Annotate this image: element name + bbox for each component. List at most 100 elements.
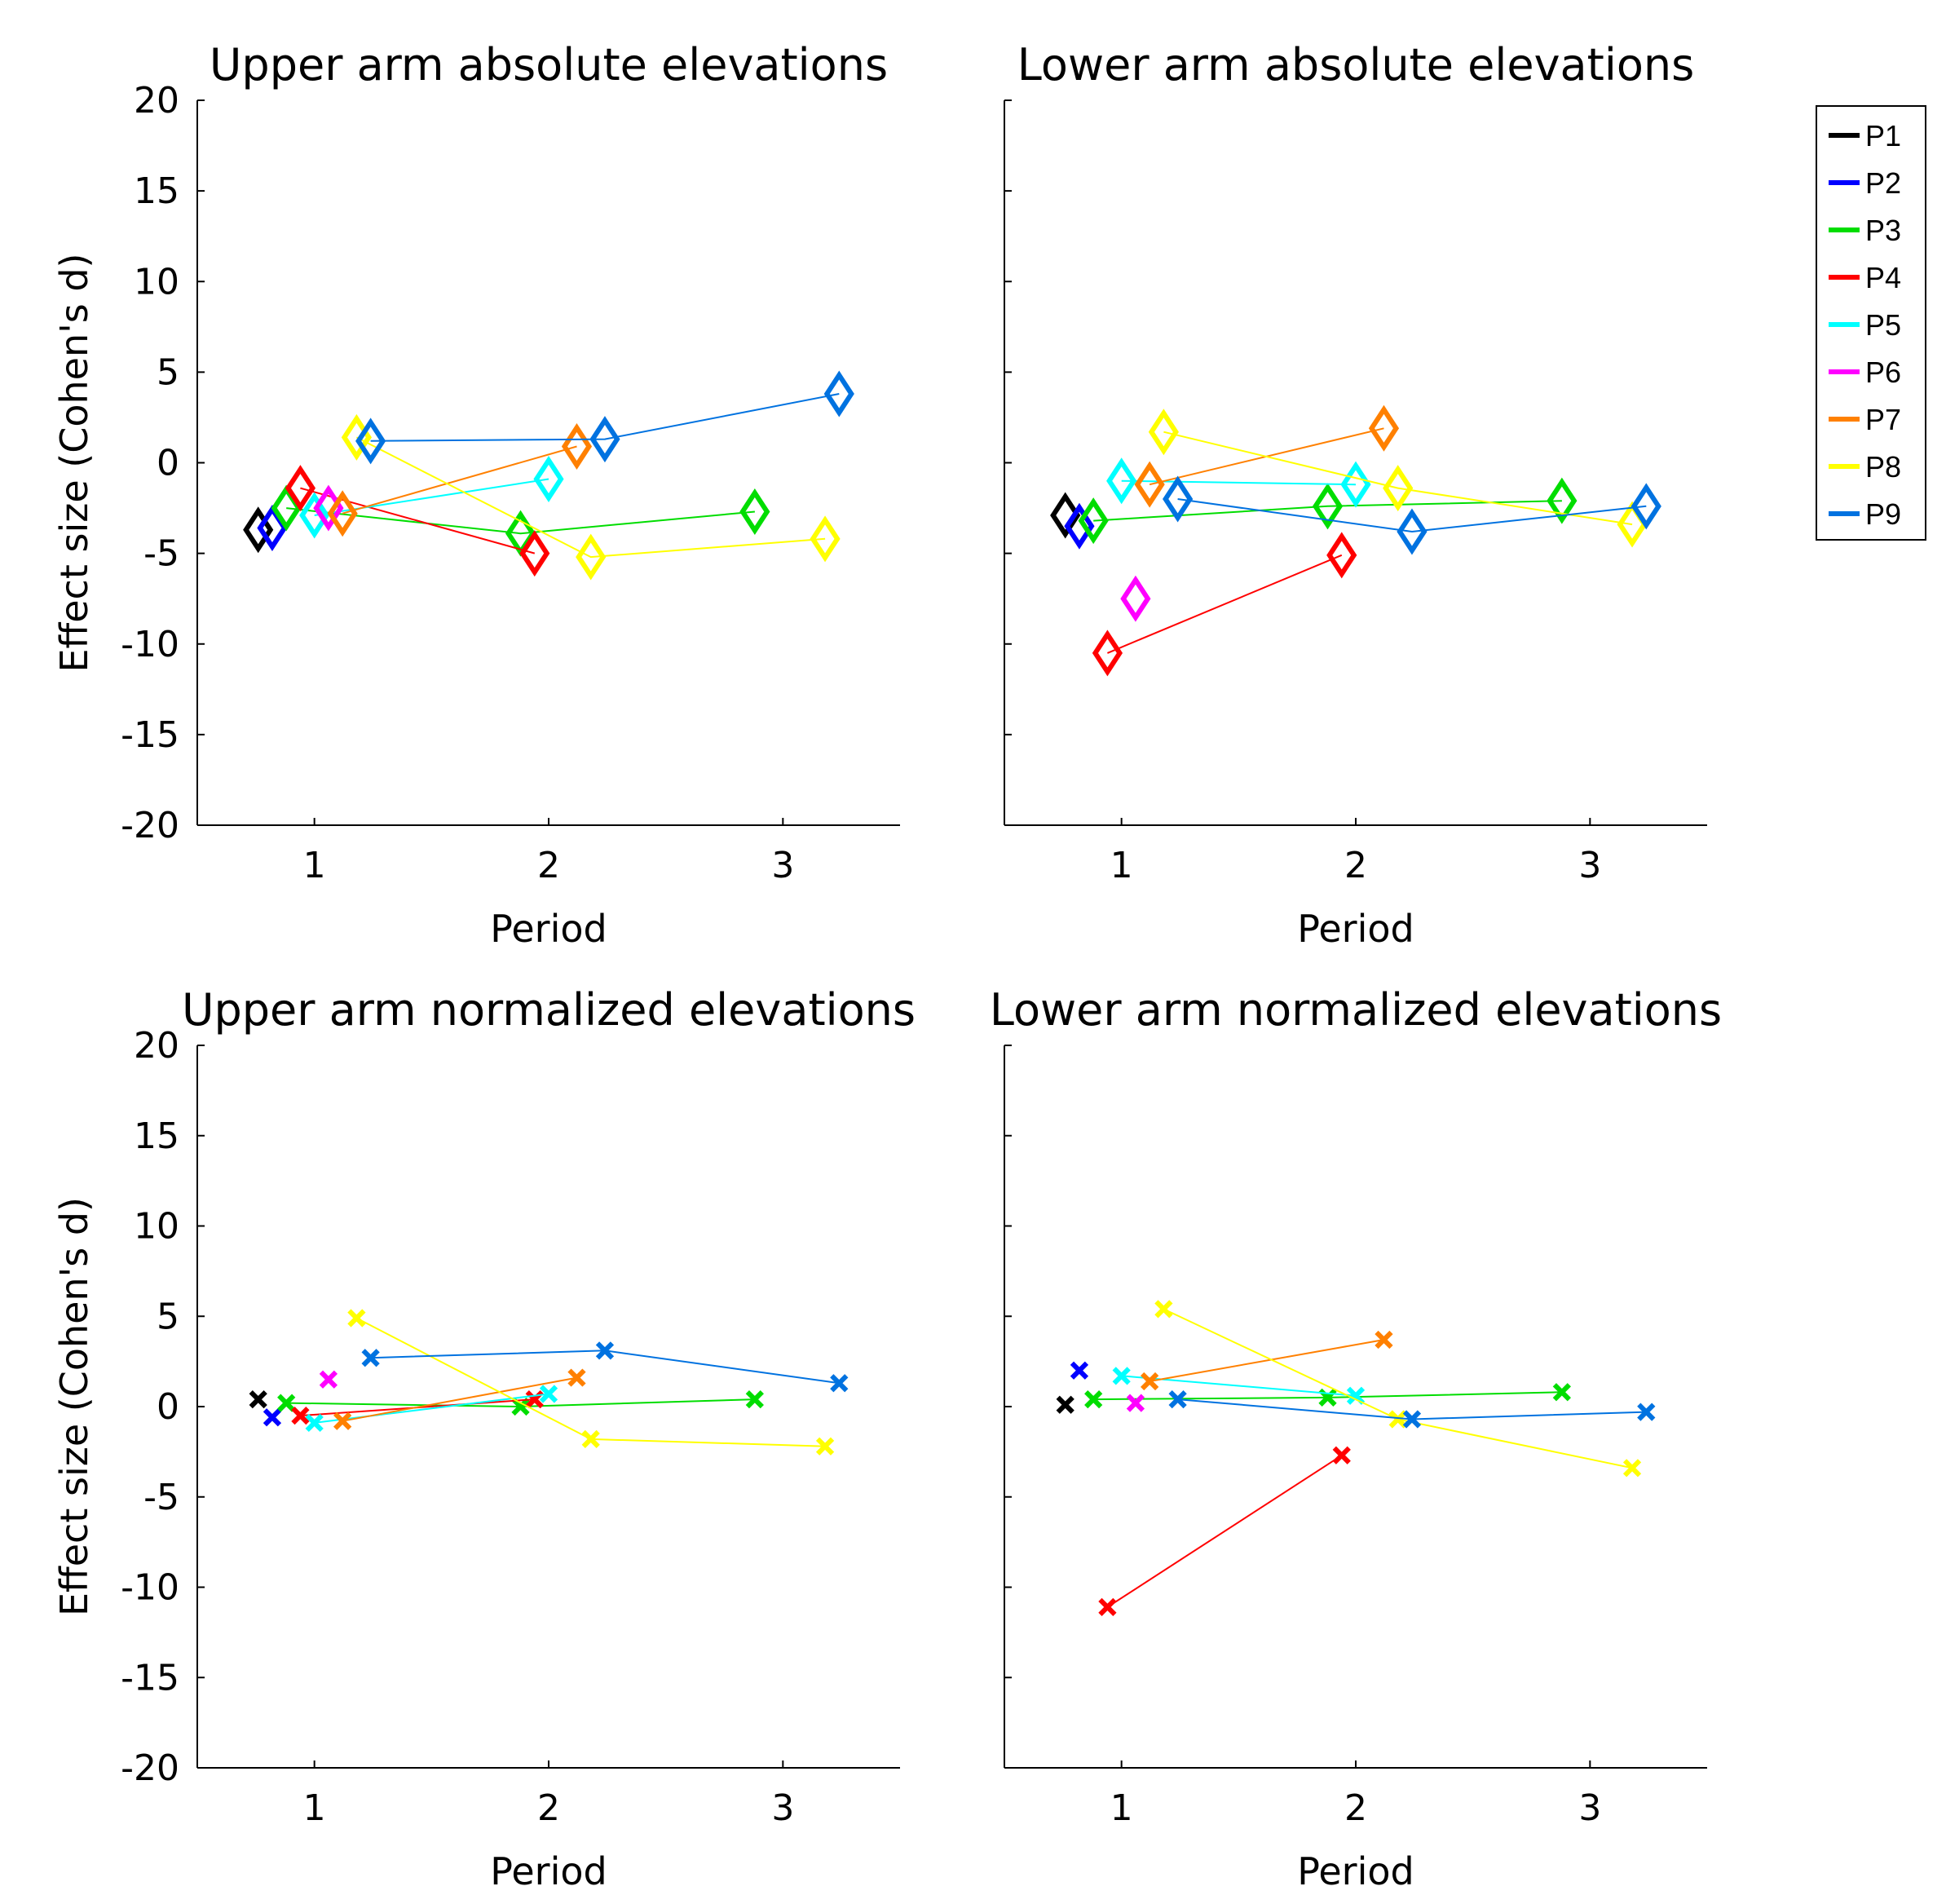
y-tick-label: 0 xyxy=(157,443,179,484)
data-point-diamond xyxy=(327,490,358,537)
y-tick-label: 20 xyxy=(134,1025,179,1067)
series-line xyxy=(1093,500,1562,522)
series-p3 xyxy=(1078,477,1578,545)
x-tick-label: 2 xyxy=(1344,845,1367,886)
data-point-x xyxy=(1375,1330,1393,1350)
legend: P1 P2 P3 P4 P5 P6 P7 P8 P9 xyxy=(1816,105,1926,541)
data-point-x xyxy=(333,1411,352,1430)
data-point-x xyxy=(249,1390,267,1409)
series-p3 xyxy=(271,484,770,557)
y-axis-label: Effect size (Cohen's d) xyxy=(52,1197,96,1616)
data-point-x xyxy=(1084,1390,1103,1409)
data-point-x xyxy=(511,1397,530,1416)
data-point-diamond xyxy=(1368,404,1400,452)
series-p1 xyxy=(1056,1395,1074,1414)
data-point-x xyxy=(1112,1367,1131,1385)
series-p5 xyxy=(305,1385,558,1433)
data-point-diamond xyxy=(1312,483,1344,530)
data-point-x xyxy=(1637,1403,1656,1421)
data-point-diamond xyxy=(243,506,274,554)
legend-label: P1 xyxy=(1865,119,1901,152)
legend-label: P8 xyxy=(1865,450,1901,484)
data-point-x xyxy=(1141,1372,1159,1391)
legend-label: P6 xyxy=(1865,356,1901,389)
x-tick-label: 3 xyxy=(771,845,794,886)
series-p7 xyxy=(333,1368,586,1430)
series-p8 xyxy=(341,413,841,581)
data-point-diamond xyxy=(1120,575,1151,622)
x-tick-label: 1 xyxy=(1110,845,1133,886)
x-tick-label: 1 xyxy=(1110,1787,1133,1829)
x-tick-label: 2 xyxy=(1344,1787,1367,1829)
series-p9 xyxy=(1168,1390,1656,1429)
x-axis-label: Period xyxy=(1297,907,1414,951)
data-point-x xyxy=(1388,1410,1407,1429)
series-line xyxy=(314,1393,549,1424)
data-point-diamond xyxy=(1050,492,1081,539)
legend-label: P2 xyxy=(1865,166,1901,200)
series-line xyxy=(1163,431,1633,526)
chart-title: Lower arm absolute elevations xyxy=(1017,39,1694,91)
data-point-diamond xyxy=(1148,409,1179,456)
series-line xyxy=(355,436,826,559)
y-tick-label: -5 xyxy=(143,533,179,575)
series-p4 xyxy=(1092,532,1357,677)
data-point-x xyxy=(277,1394,296,1412)
x-tick-label: 3 xyxy=(1578,1787,1601,1829)
data-point-x xyxy=(1622,1459,1642,1478)
data-point-x xyxy=(1168,1390,1187,1409)
legend-label: P5 xyxy=(1865,308,1901,342)
data-point-x xyxy=(745,1390,764,1409)
series-p7 xyxy=(1141,1330,1393,1391)
data-point-diamond xyxy=(810,515,841,563)
series-line xyxy=(342,445,577,515)
series-line xyxy=(370,1350,840,1385)
series-line xyxy=(1149,1339,1384,1382)
data-point-x xyxy=(1056,1395,1074,1414)
data-point-diamond xyxy=(519,530,550,577)
series-p1 xyxy=(249,1390,267,1409)
x-axis-label: Period xyxy=(490,1849,607,1893)
series-line xyxy=(286,507,755,535)
y-tick-label: 10 xyxy=(134,1206,179,1248)
x-tick-label: 3 xyxy=(771,1787,794,1829)
data-point-diamond xyxy=(1547,477,1578,524)
data-point-diamond xyxy=(1064,502,1095,550)
legend-label: P4 xyxy=(1865,261,1901,294)
y-tick-label: 15 xyxy=(134,1115,179,1157)
series-p8 xyxy=(347,1309,835,1456)
y-tick-label: -10 xyxy=(121,1567,179,1609)
x-tick-label: 2 xyxy=(537,845,560,886)
series-p1 xyxy=(1050,492,1081,539)
series-p4 xyxy=(1098,1446,1351,1616)
data-point-diamond xyxy=(1092,630,1123,677)
y-tick-label: 5 xyxy=(157,351,179,393)
x-axis-label: Period xyxy=(490,907,607,951)
y-tick-label: 5 xyxy=(157,1296,179,1337)
data-point-x xyxy=(567,1368,586,1387)
x-tick-label: 1 xyxy=(303,1787,326,1829)
data-point-x xyxy=(815,1437,835,1456)
chart-panel-2: Lower arm absolute elevations 1 2 3 Period xyxy=(1004,39,1707,951)
series-line xyxy=(1177,498,1647,533)
series-p9 xyxy=(1163,475,1661,555)
legend-label: P9 xyxy=(1865,497,1901,531)
data-point-diamond xyxy=(576,533,607,581)
series-p2 xyxy=(263,1408,282,1427)
y-tick-label: 0 xyxy=(157,1386,179,1428)
y-tick-label: 10 xyxy=(134,261,179,303)
data-point-diamond xyxy=(739,488,770,535)
data-point-diamond xyxy=(1397,508,1428,555)
data-point-diamond xyxy=(589,416,620,463)
data-point-x xyxy=(1402,1410,1422,1429)
data-point-diamond xyxy=(355,417,386,465)
x-axis-label: Period xyxy=(1297,1849,1414,1893)
y-axis-label: Effect size (Cohen's d) xyxy=(52,253,96,672)
series-p8 xyxy=(1148,409,1648,548)
y-tick-label: -5 xyxy=(143,1477,179,1518)
data-point-diamond xyxy=(1134,461,1165,508)
x-tick-label: 3 xyxy=(1578,845,1601,886)
series-line xyxy=(1106,1454,1343,1608)
